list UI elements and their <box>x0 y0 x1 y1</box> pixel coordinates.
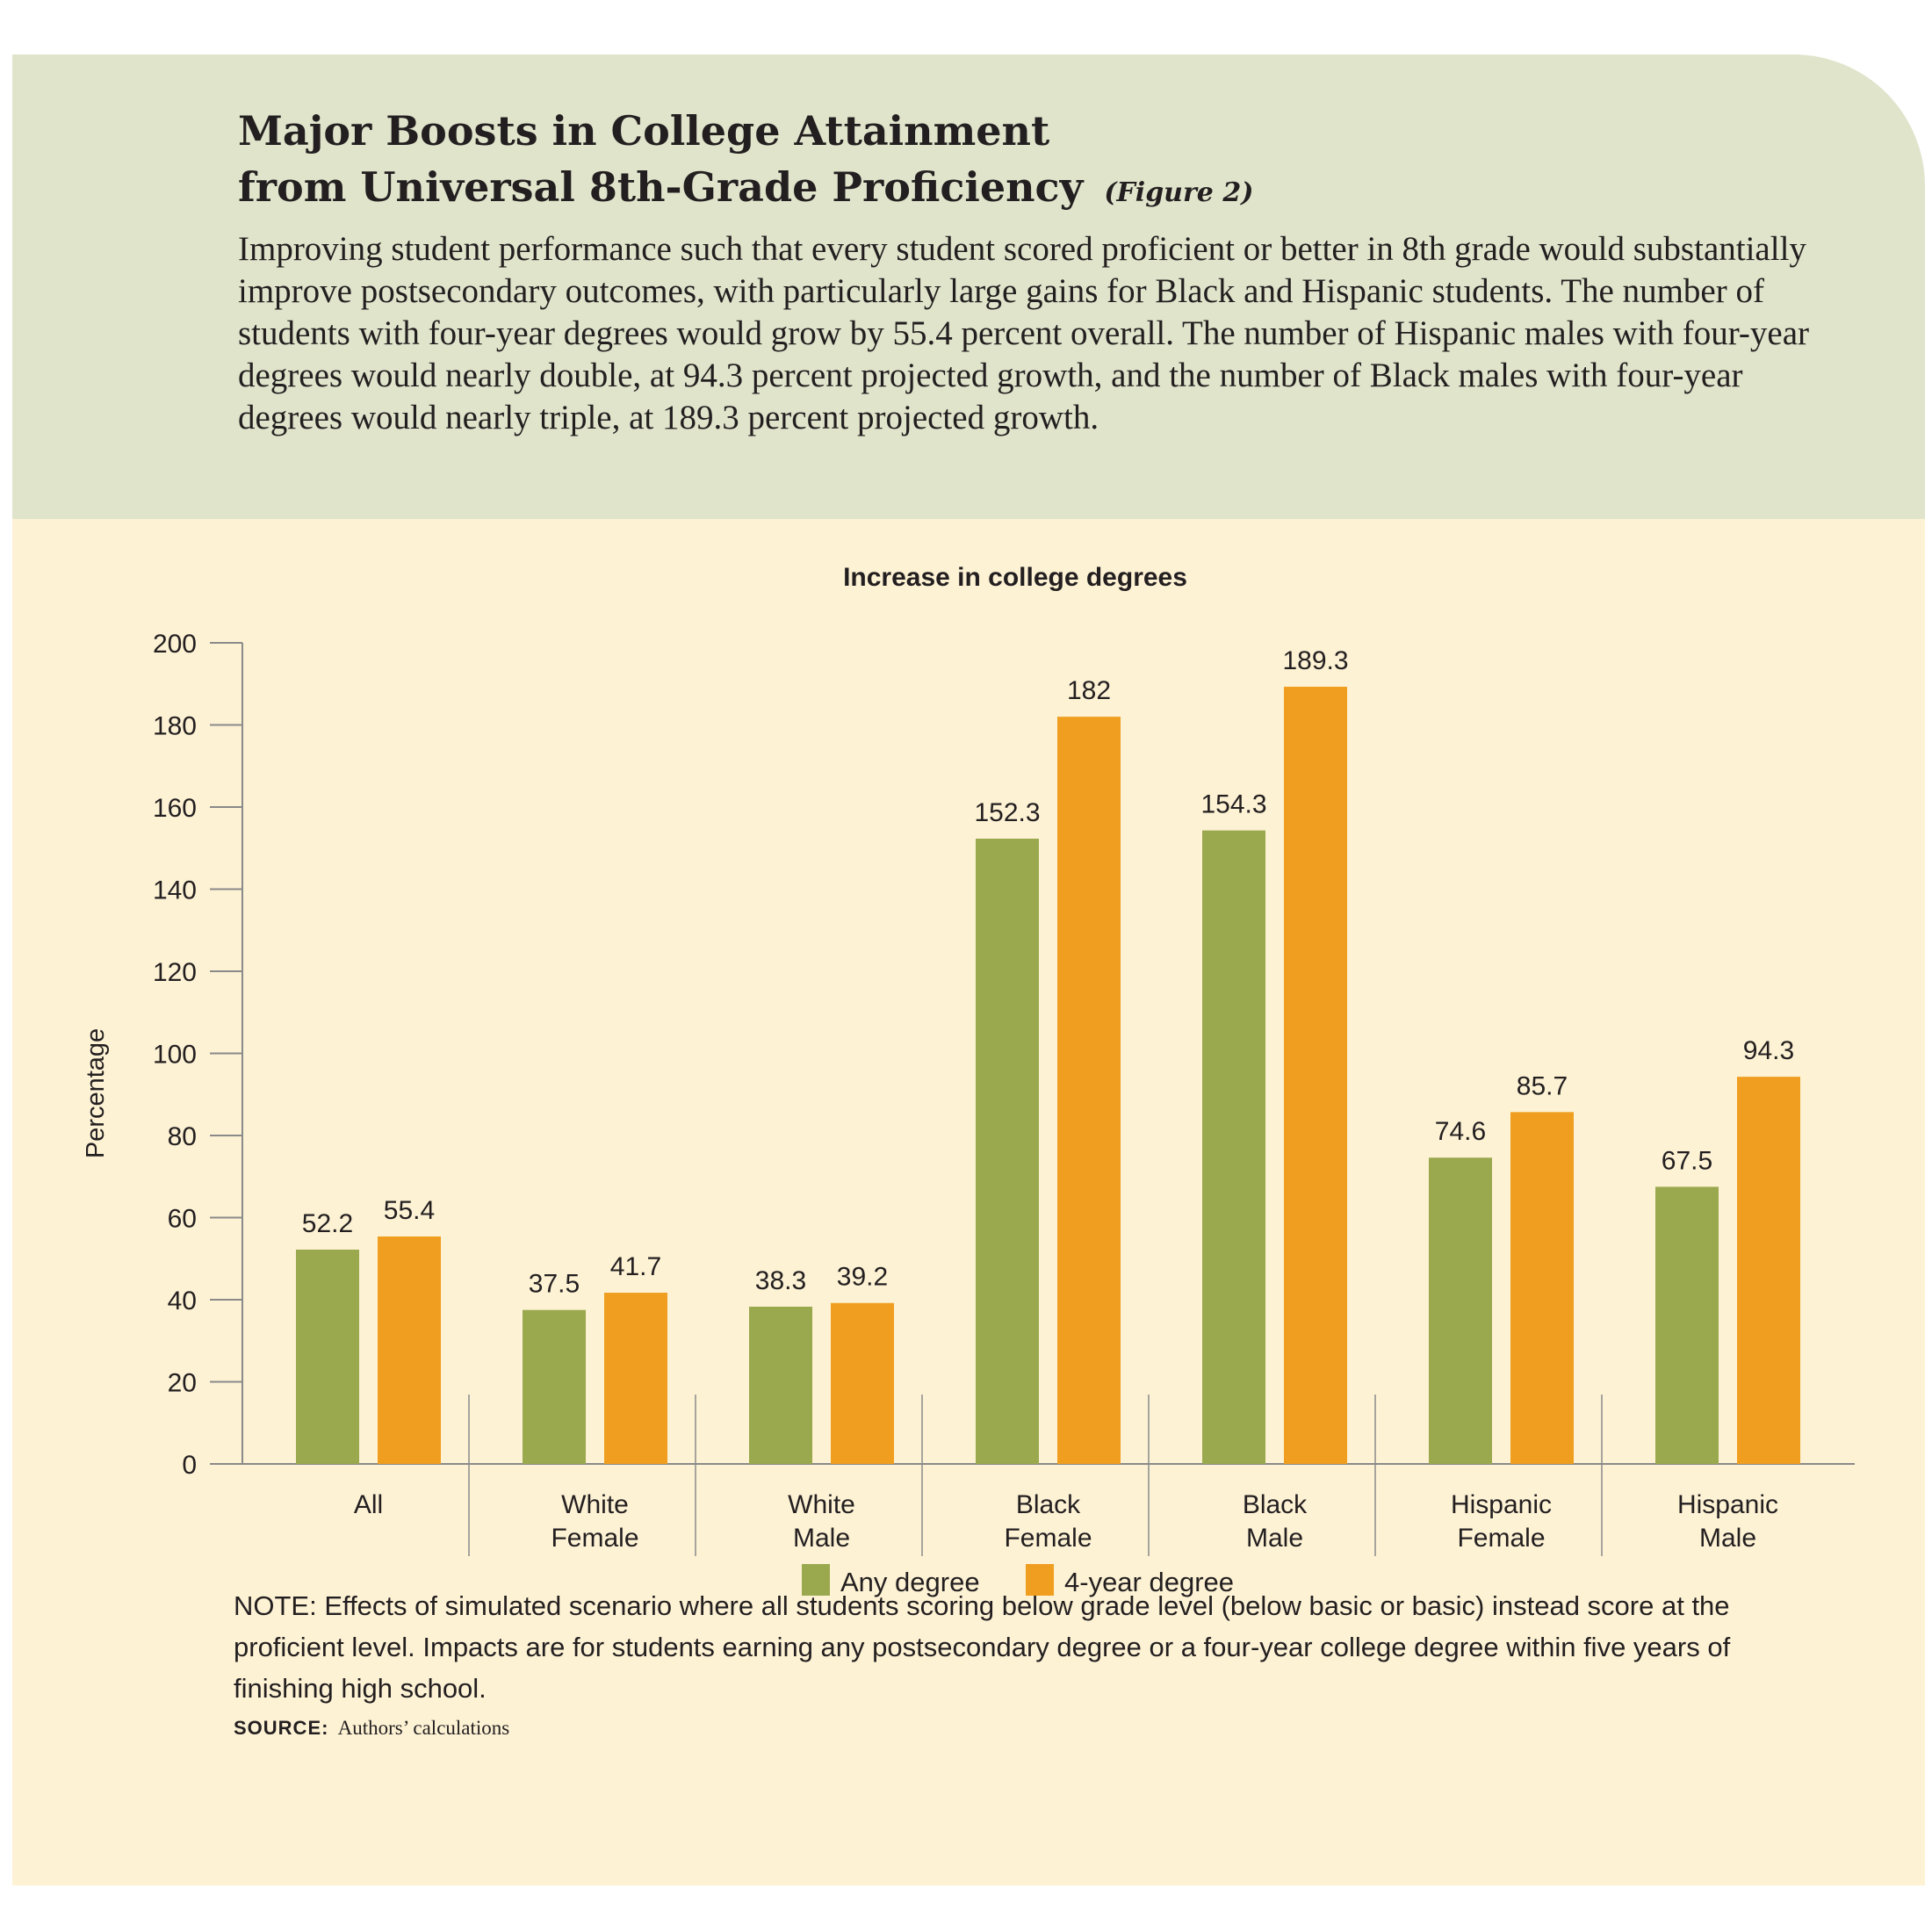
figure-label: (Figure 2) <box>1104 177 1254 208</box>
y-tick-label: 40 <box>168 1287 197 1316</box>
bar-any-degree <box>1202 830 1265 1464</box>
data-label: 37.5 <box>529 1270 580 1299</box>
y-tick-label: 0 <box>182 1451 197 1480</box>
legend-swatch-any-degree <box>802 1564 830 1596</box>
x-tick-label: White <box>788 1490 855 1519</box>
data-label: 152.3 <box>974 798 1040 827</box>
x-tick-label: Male <box>1699 1524 1756 1553</box>
y-tick-label: 100 <box>153 1041 197 1070</box>
bar-4-year-degree <box>831 1302 894 1464</box>
figure-description: Improving student performance such that … <box>238 230 1810 436</box>
data-label: 189.3 <box>1282 646 1348 675</box>
data-label: 39.2 <box>837 1263 888 1292</box>
data-label: 52.2 <box>302 1209 353 1238</box>
bar-4-year-degree <box>1057 717 1121 1464</box>
y-tick-label: 60 <box>168 1205 197 1234</box>
x-tick-label: All <box>354 1490 383 1519</box>
legend-swatch-4-year-degree <box>1026 1564 1054 1596</box>
x-tick-label: Black <box>1243 1490 1308 1519</box>
data-label: 38.3 <box>755 1266 806 1295</box>
data-label: 85.7 <box>1517 1071 1568 1100</box>
x-tick-label: Male <box>1246 1524 1303 1553</box>
data-label: 74.6 <box>1435 1117 1486 1146</box>
bar-4-year-degree <box>1284 687 1347 1464</box>
legend-label-4-year-degree: 4-year degree <box>1064 1567 1234 1597</box>
data-label: 94.3 <box>1743 1036 1794 1065</box>
data-label: 55.4 <box>384 1196 435 1225</box>
y-tick-label: 160 <box>153 794 197 823</box>
title-line-1: Major Boosts in College Attainment <box>238 107 1050 155</box>
bar-4-year-degree <box>1510 1112 1574 1464</box>
chart-note: NOTE: Effects of simulated scenario wher… <box>234 1590 1731 1704</box>
x-tick-label: Female <box>551 1524 638 1553</box>
data-label: 154.3 <box>1200 790 1266 819</box>
bar-any-degree <box>976 838 1039 1464</box>
y-tick-label: 80 <box>168 1122 197 1151</box>
legend-label-any-degree: Any degree <box>840 1567 980 1597</box>
data-label: 182 <box>1067 676 1111 705</box>
chart-source: SOURCE: Authors’ calculations <box>234 1717 509 1740</box>
x-tick-label: Male <box>793 1524 850 1553</box>
y-axis-label: Percentage <box>82 1028 110 1158</box>
source-label: SOURCE: <box>234 1717 329 1739</box>
source-text: Authors’ calculations <box>337 1717 510 1739</box>
bar-any-degree <box>296 1249 359 1464</box>
x-tick-label: Hispanic <box>1451 1490 1552 1519</box>
bar-any-degree <box>1655 1186 1719 1464</box>
x-tick-label: Female <box>1004 1524 1092 1553</box>
bar-4-year-degree <box>378 1236 441 1464</box>
bar-any-degree <box>1429 1157 1492 1464</box>
chart-area-background <box>12 519 1925 1885</box>
data-label: 41.7 <box>610 1252 661 1281</box>
bar-any-degree <box>749 1306 812 1464</box>
x-tick-label: White <box>561 1490 629 1519</box>
y-tick-label: 140 <box>153 876 197 905</box>
bar-4-year-degree <box>1737 1077 1800 1464</box>
x-tick-label: Black <box>1016 1490 1081 1519</box>
y-tick-label: 200 <box>153 630 197 659</box>
data-label: 67.5 <box>1662 1146 1712 1175</box>
bar-chart: Increase in college degrees Percentage 0 20… <box>82 563 1855 1597</box>
figure-panel: Major Boosts in College Attainment from … <box>12 54 1925 1885</box>
figure-title: Major Boosts in College Attainment from … <box>238 103 1819 221</box>
y-tick-label: 180 <box>153 712 197 741</box>
bar-4-year-degree <box>604 1293 667 1464</box>
title-line-2: from Universal 8th-Grade Proficiency <box>238 163 1084 211</box>
bar-any-degree <box>523 1309 586 1464</box>
chart-title: Increase in college degrees <box>843 563 1187 592</box>
x-tick-label: Female <box>1457 1524 1545 1553</box>
header-band: Major Boosts in College Attainment from … <box>12 54 1925 519</box>
y-tick-label: 120 <box>153 958 197 987</box>
x-tick-label: Hispanic <box>1677 1490 1778 1519</box>
y-tick-label: 20 <box>168 1369 197 1398</box>
